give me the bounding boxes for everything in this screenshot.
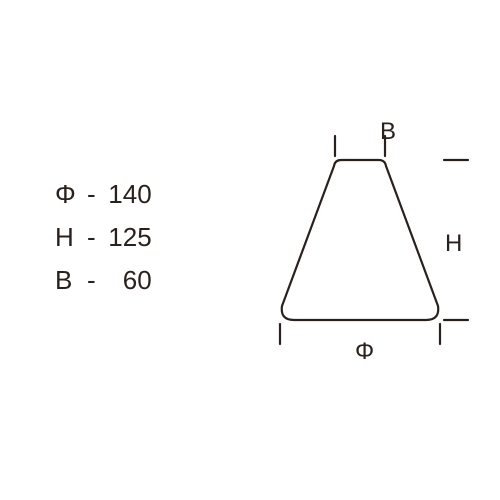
dim-value: 60 — [102, 261, 152, 300]
dim-dash: - — [87, 218, 96, 257]
dimension-table: Φ - 140 H - 125 B - 60 — [55, 175, 152, 304]
dim-dash: - — [87, 175, 96, 214]
dim-value: 140 — [102, 175, 152, 214]
dim-symbol: Φ — [55, 175, 85, 214]
label-phi: Φ — [355, 338, 374, 366]
dim-symbol: H — [55, 218, 85, 257]
dim-symbol: B — [55, 261, 85, 300]
dimension-row-b: B - 60 — [55, 261, 152, 300]
dim-dash: - — [87, 261, 96, 300]
dimension-row-phi: Φ - 140 — [55, 175, 152, 214]
dimension-row-h: H - 125 — [55, 218, 152, 257]
shape-diagram: B H Φ — [250, 120, 470, 380]
dim-value: 125 — [102, 218, 152, 257]
label-h: H — [445, 230, 462, 258]
label-b: B — [380, 118, 396, 146]
